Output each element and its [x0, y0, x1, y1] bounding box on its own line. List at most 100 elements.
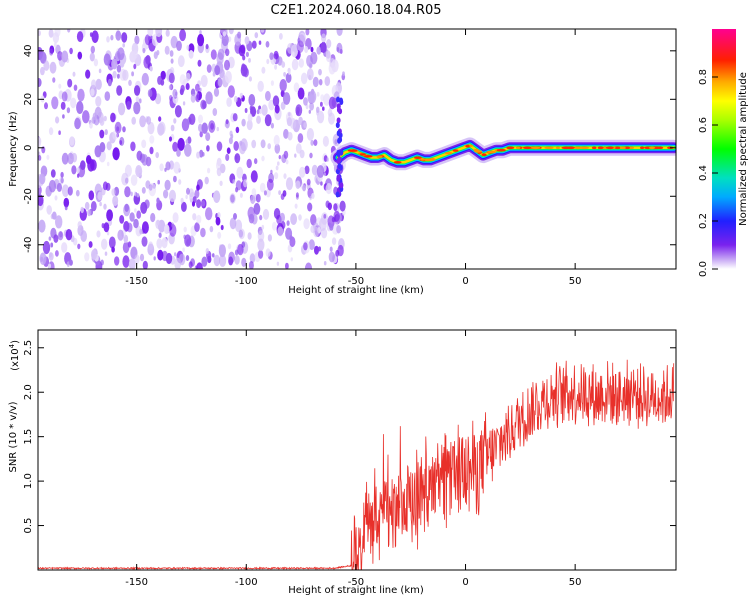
noise-speck [69, 136, 75, 146]
noise-speck [184, 234, 192, 247]
noise-speck [208, 120, 216, 133]
noise-speck [51, 211, 57, 220]
noise-speck [215, 216, 221, 226]
noise-speck [169, 95, 173, 102]
noise-speck [176, 149, 181, 157]
noise-speck [39, 252, 47, 265]
noise-speck [145, 55, 151, 65]
noise-speck [277, 226, 284, 237]
noise-speck [317, 110, 325, 124]
noise-speck [54, 29, 61, 37]
noise-speck [304, 46, 309, 53]
noise-speck [298, 214, 302, 221]
signal-peak [591, 146, 597, 150]
noise-speck [303, 122, 307, 129]
noise-speck [60, 177, 64, 184]
noise-speck [189, 198, 193, 203]
noise-speck [235, 126, 240, 134]
noise-speck [141, 221, 149, 234]
noise-speck [48, 263, 51, 269]
noise-speck [306, 68, 314, 81]
noise-speck [38, 78, 42, 87]
noise-speck [165, 161, 171, 171]
noise-speck [93, 58, 99, 67]
noise-speck [160, 70, 166, 80]
noise-speck [295, 104, 303, 117]
noise-speck [191, 201, 196, 207]
noise-speck [190, 94, 196, 103]
noise-speck [140, 201, 148, 214]
noise-speck [213, 254, 221, 267]
noise-speck [101, 223, 105, 229]
signal-peak [393, 161, 402, 164]
snr-frame [37, 329, 677, 571]
noise-speck [236, 166, 244, 179]
noise-speck [54, 195, 58, 201]
noise-speck [247, 113, 253, 122]
signal-peak [575, 146, 581, 150]
colorbar-tick-label: 0.8 [698, 69, 709, 85]
noise-speck [188, 50, 194, 59]
noise-speck [88, 190, 95, 201]
noise-speck [257, 238, 265, 252]
noise-speck [54, 42, 57, 48]
noise-speck [185, 194, 188, 200]
noise-speck [169, 50, 174, 57]
noise-speck [271, 221, 277, 231]
transition-smear [337, 137, 342, 144]
snr-ytick-label: 1.5 [23, 429, 34, 445]
noise-speck [230, 133, 234, 139]
noise-speck [60, 101, 66, 110]
noise-speck [121, 32, 128, 43]
snr-ticks: -150 -100 -50 0 50 0.5 1.0 1.5 2.0 2.5 [23, 330, 676, 588]
noise-speck [40, 66, 45, 76]
noise-speck [297, 87, 305, 100]
noise-speck [48, 29, 54, 38]
noise-speck [112, 147, 120, 161]
noise-speck [192, 213, 197, 221]
noise-speck [205, 91, 213, 105]
noise-speck [251, 139, 257, 149]
noise-speck [326, 157, 329, 162]
noise-speck [225, 153, 230, 161]
noise-speck [269, 52, 274, 60]
noise-speck [95, 78, 102, 90]
signal-peak [522, 146, 532, 150]
noise-speck [295, 180, 301, 189]
noise-speck [285, 72, 292, 83]
noise-speck [89, 122, 93, 129]
noise-speck [225, 48, 230, 57]
noise-speck [131, 71, 135, 77]
noise-speck [331, 237, 337, 245]
noise-speck [38, 155, 42, 161]
noise-speck [318, 79, 323, 86]
noise-speck [337, 244, 344, 257]
noise-speck [222, 31, 226, 37]
noise-speck [97, 191, 103, 201]
noise-speck [51, 96, 59, 110]
noise-speck [114, 121, 122, 134]
noise-speck [38, 137, 42, 146]
noise-speck [99, 129, 105, 139]
noise-speck [139, 115, 147, 128]
signal-peak [625, 146, 630, 150]
noise-speck [135, 165, 143, 178]
noise-speck [254, 32, 259, 39]
signal-peak [544, 146, 554, 150]
signal-peak [465, 144, 470, 148]
snr-ylabel: SNR (10 * v/v) [8, 401, 19, 472]
noise-speck [119, 215, 125, 224]
noise-speck [259, 182, 266, 193]
noise-speck [165, 252, 173, 265]
noise-speck [136, 210, 142, 219]
noise-speck [265, 248, 271, 258]
noise-speck [201, 122, 208, 134]
noise-speck [187, 136, 192, 144]
noise-speck [117, 73, 120, 79]
noise-speck [104, 251, 108, 256]
noise-speck [62, 114, 65, 119]
noise-speck [260, 29, 265, 33]
noise-speck [277, 161, 280, 166]
noise-speck [155, 29, 163, 37]
noise-speck [298, 58, 304, 68]
